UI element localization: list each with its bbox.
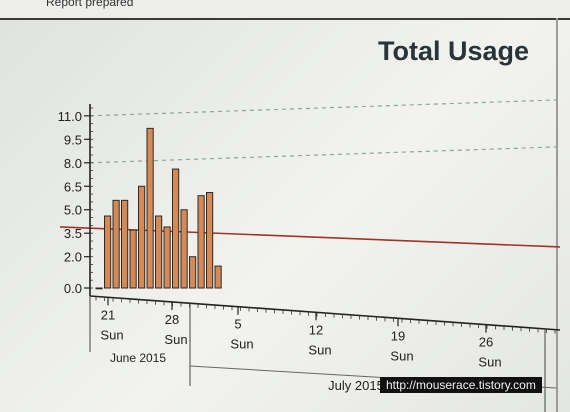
usage-bar xyxy=(112,199,120,289)
x-weekday-label: Sun xyxy=(100,327,123,342)
report-prepared-label: Report prepared xyxy=(46,0,134,9)
y-tick-label: 3.5 xyxy=(64,226,82,241)
chart-title: Total Usage xyxy=(378,36,530,66)
usage-bar xyxy=(180,209,188,289)
blog-watermark-link[interactable]: http://mouserace.tistory.com xyxy=(380,377,542,393)
report-header-bar: Report prepared xyxy=(0,0,570,20)
x-weekday-label: Sun xyxy=(164,332,187,347)
x-date-label: 19 xyxy=(391,328,405,343)
usage-bar xyxy=(104,215,112,289)
usage-bar xyxy=(189,256,197,289)
month-label: June 2015 xyxy=(110,351,166,365)
usage-bar xyxy=(172,168,180,289)
usage-bar xyxy=(95,287,103,290)
x-weekday-label: Sun xyxy=(478,355,501,370)
x-date-label: 26 xyxy=(479,335,493,350)
x-date-label: 12 xyxy=(309,322,323,337)
month-label: July 2015 xyxy=(328,378,384,393)
y-tick-label: 5.0 xyxy=(64,203,82,218)
usage-bar xyxy=(146,127,154,289)
usage-bar xyxy=(121,199,129,289)
x-weekday-label: Sun xyxy=(308,342,331,357)
y-tick-label: 2.0 xyxy=(64,250,82,265)
usage-bar xyxy=(214,265,222,289)
y-tick-label: 6.5 xyxy=(64,179,82,194)
x-weekday-label: Sun xyxy=(390,348,413,363)
y-tick-label: 11.0 xyxy=(58,109,82,124)
dashed-gridline xyxy=(89,99,561,117)
y-tick-label: 0.0 xyxy=(64,281,82,296)
x-axis xyxy=(89,295,561,331)
dashed-gridline xyxy=(89,146,561,164)
x-date-label: 21 xyxy=(101,307,115,322)
x-weekday-label: Sun xyxy=(230,337,253,352)
usage-bar xyxy=(163,226,171,289)
y-tick-label: 9.5 xyxy=(64,132,82,147)
usage-bar xyxy=(206,192,214,289)
usage-bar xyxy=(129,229,137,289)
x-date-label: 28 xyxy=(165,312,179,327)
usage-bar xyxy=(155,215,163,289)
usage-bar xyxy=(138,185,146,289)
usage-bar xyxy=(197,195,205,289)
panel-right-border xyxy=(556,18,558,412)
x-date-label: 5 xyxy=(234,317,241,332)
y-tick-label: 8.0 xyxy=(64,156,82,171)
